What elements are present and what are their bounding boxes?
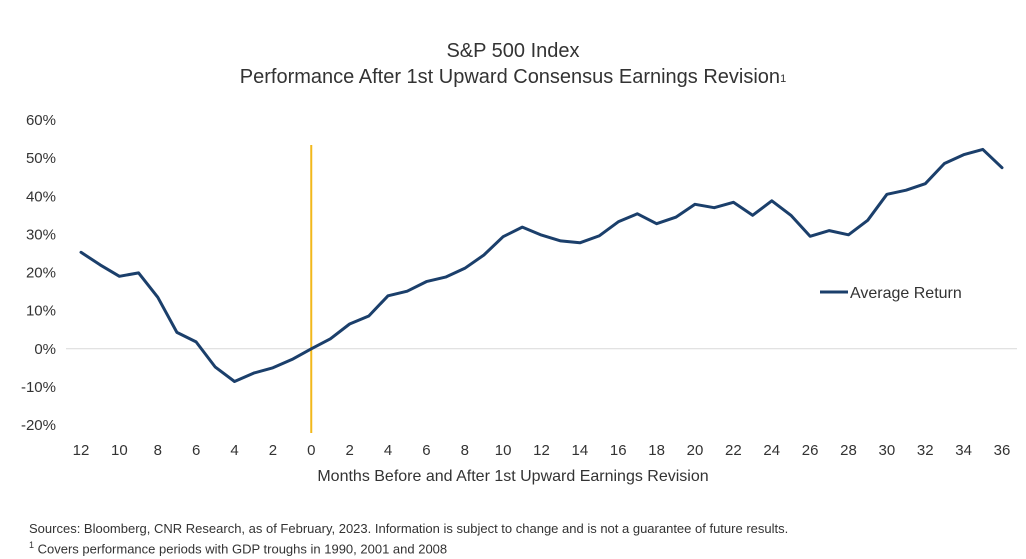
x-tick-label: 10: [495, 442, 512, 459]
x-tick-label: 8: [461, 442, 469, 459]
y-axis-ticks: 60% 50% 40% 30% 20% 10% 0% -10% -20%: [21, 112, 56, 434]
x-tick-label: 26: [802, 442, 819, 459]
x-tick-label: 12: [73, 442, 90, 459]
x-tick-label: 4: [384, 442, 392, 459]
y-tick-label: 20%: [26, 265, 56, 282]
series-layer: [79, 147, 1004, 383]
x-tick-label: 30: [879, 442, 896, 459]
footnote-1: 1 Covers performance periods with GDP tr…: [29, 537, 788, 557]
chart-title-line2-text: Performance After 1st Upward Consensus E…: [239, 66, 781, 88]
x-tick-label: 12: [533, 442, 550, 459]
x-tick-label: 36: [994, 442, 1011, 459]
x-tick-label: 32: [917, 442, 934, 459]
x-tick-label: 18: [648, 442, 665, 459]
x-tick-label: 20: [687, 442, 704, 459]
x-tick-label: 0: [307, 442, 315, 459]
series-line-average-return: [79, 147, 1004, 383]
legend-label: Average Return: [850, 285, 962, 302]
y-tick-label: -20%: [21, 417, 56, 434]
x-tick-label: 2: [345, 442, 353, 459]
y-tick-label: 40%: [26, 188, 56, 205]
footnotes: Sources: Bloomberg, CNR Research, as of …: [29, 520, 788, 557]
chart-title-line1: S&P 500 Index: [446, 40, 580, 62]
footnote-text: Covers performance periods with GDP trou…: [34, 541, 448, 557]
y-tick-label: 60%: [26, 112, 56, 129]
x-tick-label: 16: [610, 442, 627, 459]
x-tick-label: 8: [154, 442, 162, 459]
x-tick-label: 6: [422, 442, 430, 459]
sources-note: Sources: Bloomberg, CNR Research, as of …: [29, 521, 789, 536]
y-tick-label: 10%: [26, 303, 56, 320]
chart-title-line2: Performance After 1st Upward Consensus E…: [0, 64, 1026, 90]
x-axis-title: Months Before and After 1st Upward Earni…: [317, 468, 708, 485]
chart-title: S&P 500 Index Performance After 1st Upwa…: [0, 38, 1026, 90]
y-tick-label: -10%: [21, 379, 56, 396]
x-tick-label: 28: [840, 442, 857, 459]
title-footnote-mark: 1: [780, 73, 787, 85]
x-tick-label: 34: [955, 442, 972, 459]
x-axis-ticks: 12 10 8 6 4 2 0 2 4 6 8 10 12 14 16 18 20 22 24 26 28 30 32 34 3…: [73, 442, 1011, 459]
x-tick-label: 22: [725, 442, 742, 459]
x-tick-label: 10: [111, 442, 128, 459]
x-tick-label: 6: [192, 442, 200, 459]
y-tick-label: 0%: [34, 341, 56, 358]
legend: Average Return: [820, 285, 962, 302]
y-tick-label: 50%: [26, 150, 56, 167]
x-tick-label: 4: [230, 442, 238, 459]
x-tick-label: 24: [763, 442, 780, 459]
footnote-mark: 1: [29, 540, 35, 550]
y-tick-label: 30%: [26, 226, 56, 243]
x-tick-label: 14: [572, 442, 589, 459]
x-tick-label: 2: [269, 442, 277, 459]
